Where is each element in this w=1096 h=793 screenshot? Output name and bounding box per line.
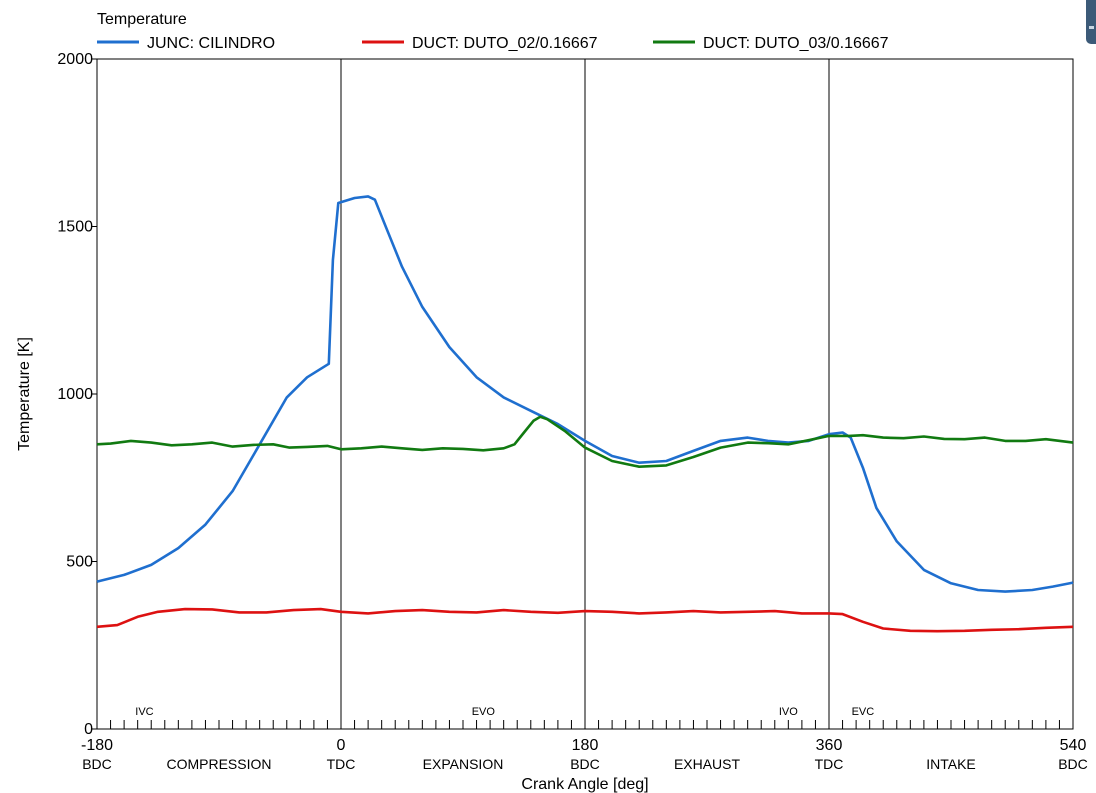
y-axis: 0 500 1000 1500 2000	[57, 51, 97, 738]
valve-event-label: IVO	[779, 706, 798, 718]
series-line	[96, 195, 1074, 593]
x-tick-label: 360	[816, 737, 843, 754]
x-tick-sublabel: TDC	[815, 756, 844, 772]
stroke-label: EXPANSION	[423, 756, 504, 772]
x-tick-label: -180	[81, 737, 113, 754]
legend-label: DUCT: DUTO_02/0.16667	[412, 35, 598, 52]
series-line	[96, 415, 1074, 468]
y-tick-label: 0	[84, 721, 93, 738]
x-tick-sublabel: BDC	[82, 756, 112, 772]
stroke-label: EXHAUST	[674, 756, 741, 772]
legend-label: DUCT: DUTO_03/0.16667	[703, 35, 889, 52]
series-lines	[96, 195, 1074, 633]
legend-title: Temperature	[97, 11, 187, 28]
plot-area: IVC EVO IVO EVC	[96, 58, 1074, 730]
x-tick-sublabel: BDC	[570, 756, 600, 772]
y-axis-label: Temperature [K]	[16, 337, 33, 451]
legend: JUNC: CILINDRO DUCT: DUTO_02/0.16667 DUCT:…	[97, 35, 889, 52]
x-tick-label: 180	[572, 737, 599, 754]
stroke-dividers	[340, 59, 830, 729]
y-tick-label: 1000	[57, 386, 93, 403]
valve-event-labels: IVC EVO IVO EVC	[135, 706, 874, 718]
y-tick-label: 500	[66, 554, 93, 571]
stroke-label: INTAKE	[926, 756, 976, 772]
x-axis: -180 BDC 0 TDC 180 BDC 360 TDC 540 BDC COMPRESSION…	[81, 715, 1088, 772]
series-line	[96, 607, 1074, 633]
valve-event-label: IVC	[135, 706, 153, 718]
valve-event-label: EVC	[852, 706, 875, 718]
y-tick-label: 2000	[57, 51, 93, 68]
toolbar-corner-icon[interactable]	[1086, 0, 1096, 44]
valve-event-label: EVO	[472, 706, 496, 718]
x-axis-label: Crank Angle [deg]	[521, 776, 648, 793]
x-tick-label: 540	[1060, 737, 1087, 754]
y-tick-label: 1500	[57, 219, 93, 236]
legend-label: JUNC: CILINDRO	[147, 35, 275, 52]
x-tick-sublabel: TDC	[327, 756, 356, 772]
stroke-label: COMPRESSION	[166, 756, 271, 772]
x-tick-label: 0	[337, 737, 346, 754]
x-tick-sublabel: BDC	[1058, 756, 1088, 772]
